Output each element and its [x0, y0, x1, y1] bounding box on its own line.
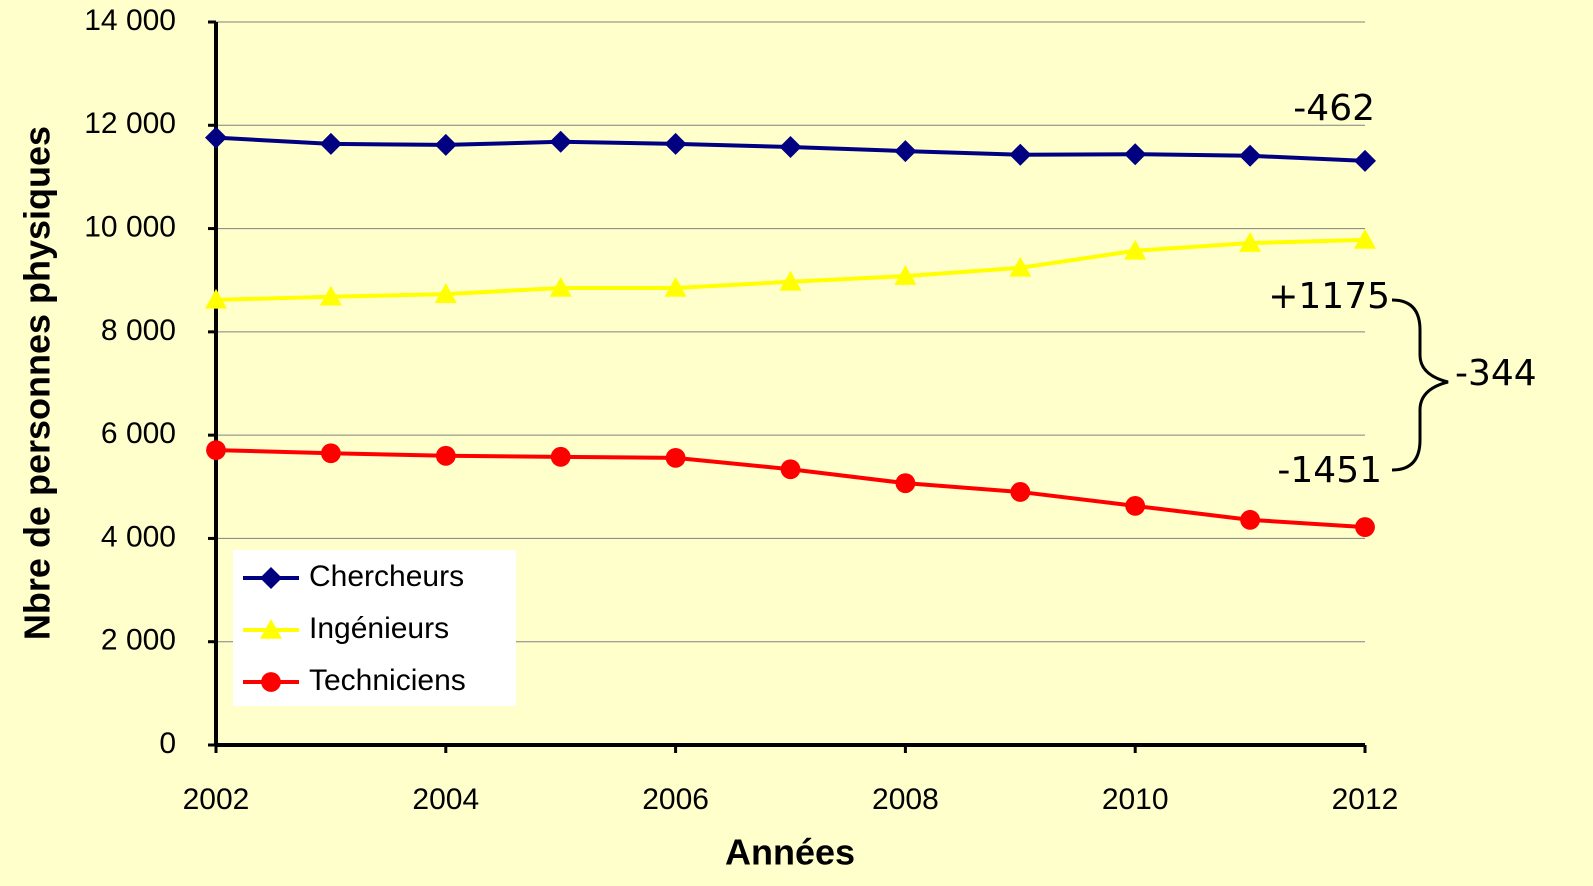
marker [1009, 256, 1032, 277]
marker [779, 135, 802, 158]
marker [260, 619, 282, 639]
marker [894, 140, 917, 163]
y-tick-label: 14 000 [84, 4, 176, 37]
x-tick-label: 2006 [642, 783, 709, 816]
marker [1009, 143, 1032, 166]
marker [550, 446, 571, 467]
x-tick-label: 2010 [1102, 783, 1169, 816]
marker [549, 276, 572, 297]
marker [261, 672, 281, 692]
x-tick-label: 2008 [872, 783, 939, 816]
x-tick-label: 2002 [183, 783, 250, 816]
y-tick-label: 12 000 [84, 107, 176, 140]
legend-label: Chercheurs [309, 560, 464, 593]
y-tick-label: 0 [159, 727, 176, 760]
marker [1239, 144, 1262, 167]
x-tick-label: 2012 [1332, 783, 1399, 816]
marker [1354, 149, 1376, 172]
brace [1391, 298, 1449, 472]
marker [434, 133, 457, 156]
marker [205, 126, 227, 149]
y-tick-label: 8 000 [101, 314, 176, 347]
marker [549, 130, 572, 153]
marker [1124, 239, 1147, 260]
x-tick-label: 2004 [412, 783, 479, 816]
marker [205, 288, 227, 309]
marker [434, 283, 457, 303]
marker [664, 276, 687, 297]
marker [1124, 143, 1147, 166]
legend-label: Techniciens [309, 664, 466, 697]
marker [1355, 517, 1375, 537]
marker [319, 285, 342, 306]
y-tick-label: 6 000 [101, 417, 176, 450]
y-axis-title: Nbre de personnes physiques [17, 126, 58, 640]
x-axis-title: Années [725, 832, 855, 873]
marker [894, 265, 917, 285]
marker [1125, 495, 1146, 516]
legend-label: Ingénieurs [309, 612, 449, 645]
marker [895, 473, 916, 494]
annotation: -344 [1455, 353, 1537, 394]
marker [321, 443, 341, 464]
annotation: +1175 [1268, 276, 1390, 317]
marker [260, 567, 282, 589]
marker [1354, 228, 1376, 249]
marker [665, 447, 686, 468]
marker [664, 132, 687, 155]
annotation: -462 [1293, 88, 1375, 129]
marker [779, 270, 802, 291]
marker [1239, 232, 1262, 252]
marker [1240, 509, 1260, 530]
marker [319, 132, 342, 155]
marker [206, 440, 226, 461]
annotation: -1451 [1277, 450, 1382, 491]
marker [435, 445, 456, 466]
marker [1010, 482, 1031, 502]
y-tick-label: 2 000 [101, 624, 176, 657]
y-tick-label: 4 000 [101, 520, 176, 553]
y-tick-label: 10 000 [84, 210, 176, 243]
marker [780, 459, 801, 480]
